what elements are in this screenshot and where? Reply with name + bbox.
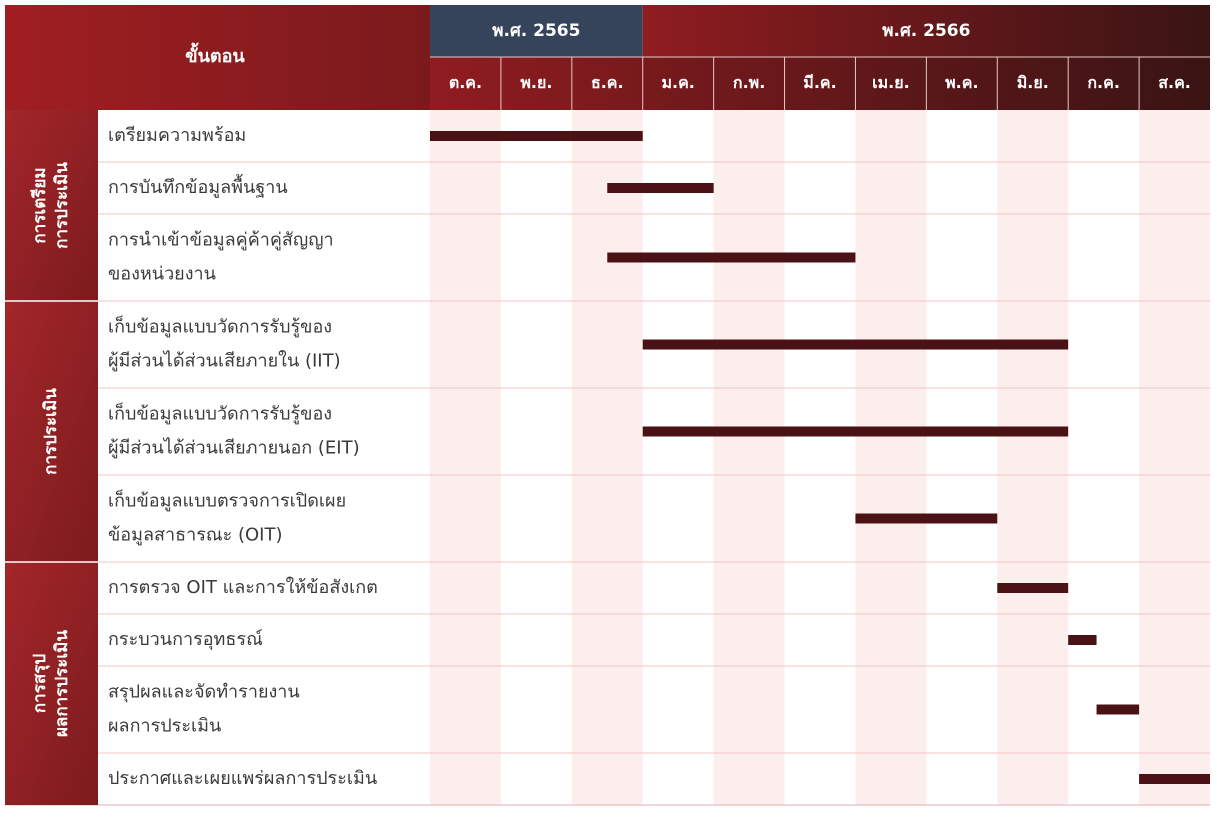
timeline-bar [430,131,643,141]
column-shade [430,110,501,805]
month-label: ก.ค. [1087,73,1120,92]
stage-header: ขั้นตอน [185,42,245,67]
group-label: การประเมิน [52,162,72,249]
month-header-bg [430,57,1210,110]
group-bg [5,110,98,301]
task-label: กระบวนการอุทธรณ์ [108,629,263,650]
task-label: การตรวจ OIT และการให้ข้อสังเกต [108,576,378,598]
timeline-bar [607,183,714,193]
group-label: การเตรียม [29,167,50,243]
task-label: ของหน่วยงาน [108,264,216,285]
timeline-bar [607,252,856,263]
task-label: เก็บข้อมูลแบบตรวจการเปิดเผย [108,489,346,512]
task-label: ผู้มีส่วนได้ส่วนเสียภายนอก (EIT) [108,437,360,459]
task-label: เตรียมความพร้อม [108,125,246,146]
month-label: พ.ย. [520,73,552,92]
timeline-bar [855,513,998,524]
group-bg [5,562,98,805]
month-label: พ.ค. [945,73,978,92]
column-shade [713,110,785,805]
month-label: ส.ค. [1158,73,1191,92]
task-label: สรุปผลและจัดทำรายงาน [108,682,300,703]
task-label: การนำเข้าข้อมูลคู่ค้าคู่สัญญา [108,230,334,251]
task-label: การบันทึกข้อมูลพื้นฐาน [108,174,288,198]
column-shade [571,110,643,805]
month-label: ม.ค. [661,73,694,92]
group-bg [5,301,98,562]
group-label: การสรุป [30,654,50,713]
timeline-bar [1096,704,1140,715]
group-label: ผลการประเมิน [52,630,72,737]
task-label: ผลการประเมิน [108,716,221,737]
month-label: มี.ค. [803,73,836,92]
column-shade [1139,110,1210,805]
timeline-bar [1139,774,1210,784]
group-label: การประเมิน [41,388,61,475]
month-label: ก.พ. [733,73,765,92]
month-label: เม.ย. [872,73,910,92]
task-label: เก็บข้อมูลแบบวัดการรับรู้ของ [108,402,332,425]
timeline-bar [642,426,1069,437]
stage-header-bg [5,5,430,110]
column-shade [855,110,927,805]
timeline-bar [997,583,1069,593]
timeline-bar [1068,635,1097,645]
task-label: ผู้มีส่วนได้ส่วนเสียภายใน (IIT) [108,350,341,372]
column-shade [997,110,1069,805]
task-label: ข้อมูลสาธารณะ (OIT) [108,525,282,546]
year-header-bg [642,5,1210,57]
timeline-bar [642,339,1069,350]
task-label: เก็บข้อมูลแบบวัดการรับรู้ของ [108,315,332,338]
month-label: ต.ค. [449,73,482,92]
year-header-bg [430,5,643,57]
task-label: ประกาศและเผยแพร่ผลการประเมิน [108,768,377,789]
year-label: พ.ศ. 2566 [882,21,970,41]
year-label: พ.ศ. 2565 [492,21,580,41]
month-label: มิ.ย. [1017,73,1049,92]
month-label: ธ.ค. [591,73,624,92]
